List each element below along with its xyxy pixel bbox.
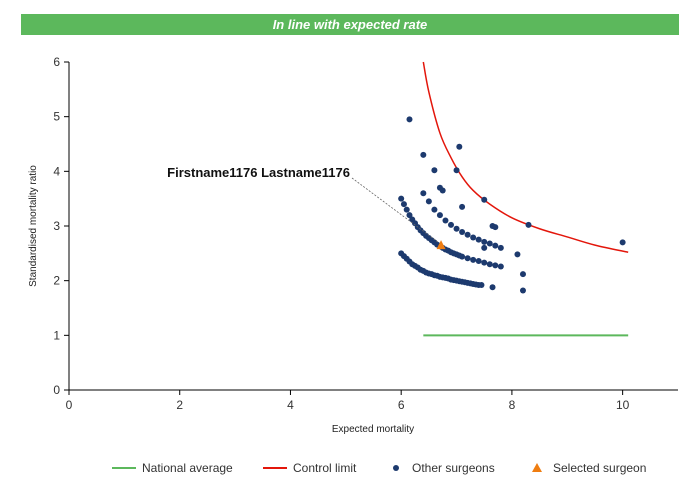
y-tick-label: 0: [53, 383, 60, 397]
other-surgeon-point: [481, 196, 488, 203]
other-surgeon-point: [453, 167, 460, 174]
x-tick-label: 2: [176, 398, 183, 412]
selected-surgeon-annotation: Firstname1176 Lastname1176: [167, 165, 439, 243]
y-tick-label: 6: [53, 55, 60, 69]
other-surgeon-point: [436, 212, 443, 219]
legend: National average Control limit Other sur…: [112, 461, 646, 475]
other-surgeon-point: [519, 271, 526, 278]
other-surgeon-point: [400, 201, 407, 208]
x-tick-label: 8: [509, 398, 516, 412]
other-surgeon-point: [486, 261, 493, 268]
other-surgeon-point: [453, 225, 460, 232]
control-limit-line: [422, 61, 629, 253]
other-surgeon-point: [403, 206, 410, 213]
x-tick-label: 4: [287, 398, 294, 412]
y-tick-label: 5: [53, 110, 60, 124]
other-surgeon-point: [436, 184, 443, 191]
legend-label-other-surgeons: Other surgeons: [412, 461, 495, 475]
other-surgeon-point: [464, 255, 471, 262]
y-axis-label: Standardised mortality ratio: [28, 165, 39, 287]
other-surgeon-point: [431, 206, 438, 213]
y-tick-label: 1: [53, 328, 60, 342]
annotation-leader-line: [351, 177, 439, 243]
other-surgeon-point: [431, 167, 438, 174]
status-banner: In line with expected rate: [21, 14, 679, 35]
other-surgeon-point: [459, 203, 466, 210]
other-surgeon-point: [475, 236, 482, 243]
legend-swatch-other-surgeons: [393, 465, 399, 471]
other-surgeon-point: [481, 244, 488, 251]
legend-label-selected-surgeon: Selected surgeon: [553, 461, 646, 475]
other-surgeon-point: [406, 116, 413, 123]
other-surgeon-point: [420, 151, 427, 158]
plot-area: [398, 61, 629, 337]
x-tick-label: 0: [66, 398, 73, 412]
other-surgeon-point: [525, 221, 532, 228]
other-surgeon-point: [470, 234, 477, 241]
y-tick-label: 2: [53, 274, 60, 288]
other-surgeon-point: [481, 238, 488, 245]
x-axis-label: Expected mortality: [332, 424, 414, 435]
other-surgeon-point: [420, 190, 427, 197]
other-surgeon-point: [442, 217, 449, 224]
y-ticks: 0 1 2 3 4 5 6: [53, 55, 69, 397]
other-surgeon-point: [475, 257, 482, 264]
legend-label-national-average: National average: [142, 461, 233, 475]
other-surgeon-point: [497, 244, 504, 251]
annotation-label: Firstname1176 Lastname1176: [167, 165, 350, 180]
other-surgeon-point: [619, 239, 626, 246]
other-surgeon-point: [519, 287, 526, 294]
other-surgeon-point: [492, 224, 499, 231]
other-surgeon-point: [470, 256, 477, 263]
other-surgeon-point: [456, 143, 463, 150]
other-surgeon-point: [459, 229, 466, 236]
selected-surgeon-point: [436, 240, 446, 250]
other-surgeon-point: [459, 253, 466, 260]
x-tick-label: 10: [616, 398, 630, 412]
y-tick-label: 3: [53, 219, 60, 233]
other-surgeon-point: [398, 195, 405, 202]
legend-swatch-selected-surgeon: [532, 463, 542, 472]
other-surgeon-point: [514, 251, 521, 258]
other-surgeon-point: [478, 282, 485, 289]
other-surgeon-point: [406, 212, 413, 219]
other-surgeon-point: [497, 263, 504, 270]
other-surgeon-point: [492, 242, 499, 249]
other-surgeon-point: [464, 231, 471, 238]
other-surgeon-point: [492, 262, 499, 269]
x-ticks: 0 2 4 6 8 10: [66, 390, 630, 412]
x-tick-label: 6: [398, 398, 405, 412]
other-surgeon-point: [425, 198, 432, 205]
other-surgeon-point: [481, 259, 488, 266]
legend-label-control-limit: Control limit: [293, 461, 357, 475]
other-surgeon-point: [486, 240, 493, 247]
axes: [68, 62, 678, 391]
other-surgeon-point: [448, 221, 455, 228]
y-tick-label: 4: [53, 164, 60, 178]
other-surgeon-point: [489, 284, 496, 291]
